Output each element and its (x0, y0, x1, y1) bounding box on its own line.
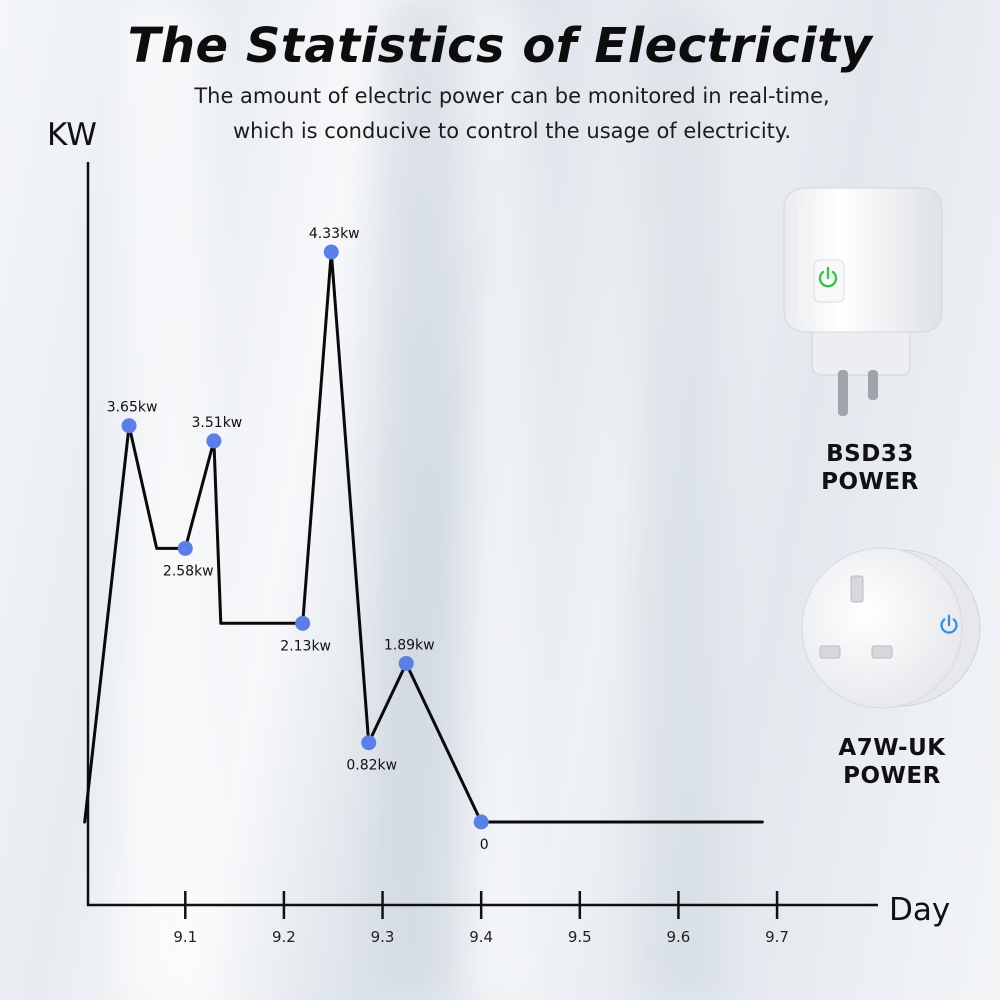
product-model: A7W-UK (838, 735, 946, 761)
x-axis-label: Day (889, 892, 950, 928)
x-tick-label: 9.2 (272, 928, 296, 946)
subtitle-line-1: The amount of electric power can be moni… (194, 84, 830, 108)
data-point-marker (177, 540, 193, 556)
data-markers (121, 244, 489, 830)
product-sub: POWER (821, 469, 919, 495)
data-point-label: 2.13kw (280, 638, 331, 654)
data-point-marker (295, 615, 311, 631)
background-highlight-2 (470, 0, 530, 1000)
data-point-marker (361, 735, 377, 751)
x-tick-label: 9.4 (469, 928, 493, 946)
chart-axes (86, 162, 878, 907)
x-tick-label: 9.3 (371, 928, 395, 946)
uk-smart-plug-icon (801, 547, 981, 709)
background-shadow-2 (640, 0, 720, 1000)
data-point-label: 2.58kw (163, 563, 214, 579)
subtitle-line-2: which is conducive to control the usage … (232, 119, 792, 143)
background-shadow-1 (380, 0, 450, 1000)
x-tick-label: 9.1 (173, 928, 197, 946)
product-label-a7w-uk: A7W-UK POWER (812, 734, 972, 790)
data-point-label: 0.82kw (346, 758, 397, 774)
data-point-label: 0 (480, 837, 489, 853)
data-point-marker (398, 655, 414, 671)
data-point-label: 1.89kw (384, 637, 435, 653)
x-axis-ticks: 9.1 9.2 9.3 9.4 9.5 9.6 9.7 (173, 891, 789, 946)
power-button-icon (940, 614, 958, 634)
product-model: BSD33 (826, 441, 914, 467)
product-sub: POWER (843, 763, 941, 789)
x-tick-label: 9.6 (667, 928, 691, 946)
eu-smart-plug-icon (783, 187, 943, 416)
page-title: The Statistics of Electricity (127, 18, 873, 74)
data-point-label: 4.33kw (309, 226, 360, 242)
data-point-label: 3.51kw (192, 415, 243, 431)
power-series-line (83, 250, 764, 824)
background-highlight-1 (120, 0, 210, 1000)
y-axis-label: KW (47, 117, 97, 153)
product-label-bsd33: BSD33 POWER (800, 440, 940, 496)
data-point-marker (323, 244, 339, 260)
data-point-marker (121, 418, 137, 434)
data-point-marker (473, 814, 489, 830)
x-tick-label: 9.5 (568, 928, 592, 946)
data-point-marker (206, 433, 222, 449)
x-tick-label: 9.7 (765, 928, 789, 946)
data-labels: 3.65kw 2.58kw 3.51kw 2.13kw 4.33kw 0.82kw 1.89… (107, 226, 489, 853)
data-point-label: 3.65kw (107, 400, 158, 416)
power-button-icon (818, 266, 838, 288)
